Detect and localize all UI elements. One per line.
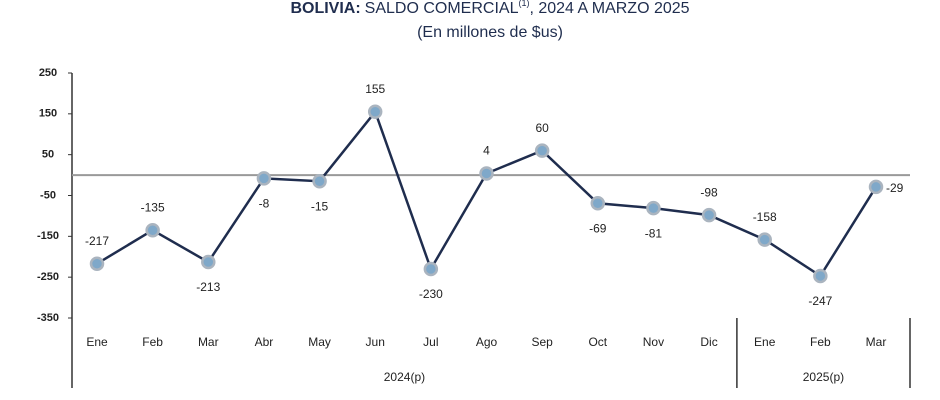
- x-tick-label: Dic: [700, 335, 717, 349]
- data-label: 4: [483, 144, 490, 158]
- x-tick-label: Feb: [810, 335, 831, 349]
- data-label: -135: [141, 200, 165, 214]
- x-tick-label: Ene: [754, 335, 776, 349]
- data-label: -230: [419, 287, 443, 301]
- data-label: -8: [259, 197, 270, 211]
- marker: [312, 173, 327, 189]
- x-tick-label: Feb: [142, 335, 163, 349]
- y-tick-label: -150: [37, 230, 59, 242]
- marker: [757, 232, 772, 247]
- data-label: -98: [700, 185, 718, 199]
- group-label: 2025(p): [803, 370, 844, 384]
- data-label: -213: [196, 280, 220, 294]
- marker: [701, 207, 717, 223]
- line: [96, 109, 878, 278]
- data-label: -81: [645, 226, 663, 240]
- y-tick-label: 150: [39, 108, 57, 120]
- marker: [256, 171, 272, 186]
- y-tick-label: -350: [37, 312, 59, 324]
- data-label: -15: [311, 199, 329, 213]
- x-tick-label: Jul: [423, 335, 438, 349]
- data-label: 155: [365, 82, 385, 96]
- chart-subtitle: (En millones de $us): [417, 24, 563, 41]
- marker: [813, 268, 828, 284]
- y-tick-label: 50: [42, 149, 54, 161]
- marker: [534, 143, 550, 158]
- title-note: (1): [518, 0, 529, 8]
- y-tick-label: -50: [40, 189, 56, 201]
- y-tick-label: -250: [37, 271, 59, 283]
- group-label: 2024(p): [384, 370, 425, 384]
- title-main: SALDO COMERCIAL: [365, 0, 519, 17]
- x-tick-label: Abr: [255, 335, 274, 349]
- x-tick-label: Nov: [643, 335, 664, 349]
- data-label: -29: [886, 181, 904, 195]
- marker: [423, 261, 439, 277]
- x-tick-label: Mar: [198, 335, 219, 349]
- marker: [367, 104, 383, 120]
- x-tick-label: Jun: [366, 335, 385, 349]
- data-label: -247: [808, 294, 832, 308]
- data-label: 60: [535, 121, 549, 135]
- x-tick-label: Ene: [86, 335, 108, 349]
- x-tick-label: Ago: [476, 335, 498, 349]
- data-label: -158: [753, 210, 777, 224]
- x-tick-label: Oct: [588, 335, 607, 349]
- data-label: -69: [589, 221, 607, 235]
- marker: [590, 196, 606, 211]
- y-tick-label: 250: [39, 67, 57, 79]
- x-tick-label: Sep: [531, 335, 553, 349]
- marker: [646, 200, 661, 216]
- marker: [868, 179, 884, 195]
- x-tick-label: Mar: [866, 335, 887, 349]
- x-tick-label: May: [308, 335, 331, 349]
- data-label: -217: [85, 234, 109, 248]
- title-rest: , 2024 A MARZO 2025: [529, 0, 689, 17]
- chart-title: BOLIVIA: SALDO COMERCIAL(1), 2024 A MARZO…: [290, 0, 689, 17]
- marker: [145, 222, 160, 238]
- marker: [479, 166, 494, 181]
- marker: [89, 256, 105, 271]
- marker: [201, 254, 216, 270]
- title-bold: BOLIVIA:: [290, 0, 360, 17]
